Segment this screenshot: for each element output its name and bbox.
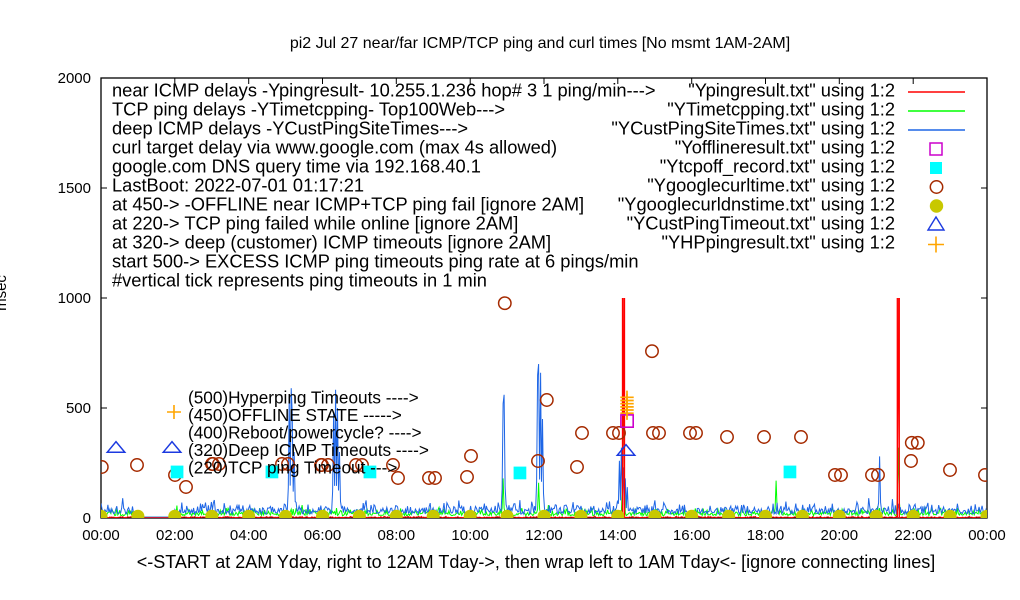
svg-text:1500: 1500 [58,180,91,197]
svg-text:google.com DNS query time via: google.com DNS query time via 192.168.40… [112,156,481,177]
svg-text:0: 0 [83,510,91,527]
svg-text:12:00: 12:00 [525,527,563,544]
svg-text:at 220-> TCP ping failed while: at 220-> TCP ping failed while online [i… [112,213,518,234]
svg-text:500: 500 [66,400,91,417]
svg-text:"Yofflineresult.txt" using 1:2: "Yofflineresult.txt" using 1:2 [675,137,895,158]
svg-text:22:00: 22:00 [894,527,932,544]
svg-text:LastBoot: 2022-07-01 01:17:21: LastBoot: 2022-07-01 01:17:21 [112,175,364,196]
svg-text:deep ICMP delays -YCustPingSit: deep ICMP delays -YCustPingSiteTimes---> [112,118,468,139]
svg-text:pi2 Jul 27 near/far ICMP/TCP: pi2 Jul 27 near/far ICMP/TCP ping and cu… [290,35,790,52]
svg-text:TCP ping delays -YTimetcpping-: TCP ping delays -YTimetcpping- Top100Web… [112,99,505,120]
svg-text:"YCustPingTimeout.txt" using 1: "YCustPingTimeout.txt" using 1:2 [627,213,895,234]
svg-text:"YCustPingSiteTimes.txt" using: "YCustPingSiteTimes.txt" using 1:2 [611,118,895,139]
svg-text:2000: 2000 [58,70,91,87]
svg-text:at 450-> -OFFLINE near ICMP+TC: at 450-> -OFFLINE near ICMP+TCP ping fai… [112,194,584,215]
svg-text:00:00: 00:00 [968,527,1006,544]
svg-text:20:00: 20:00 [821,527,859,544]
svg-text:06:00: 06:00 [304,527,342,544]
svg-text:<-START at 2AM Yday, right to: <-START at 2AM Yday, right to 12AM Tday-… [137,552,936,572]
svg-text:08:00: 08:00 [378,527,416,544]
svg-text:00:00: 00:00 [82,527,120,544]
svg-text:"Ygooglecurldnstime.txt" using: "Ygooglecurldnstime.txt" using 1:2 [618,194,895,215]
svg-text:"Ygooglecurltime.txt" using 1:: "Ygooglecurltime.txt" using 1:2 [647,175,895,196]
svg-text:18:00: 18:00 [747,527,785,544]
svg-text:"YTimetcpping.txt" using 1:2: "YTimetcpping.txt" using 1:2 [667,99,895,120]
svg-text:16:00: 16:00 [673,527,711,544]
svg-text:04:00: 04:00 [230,527,268,544]
svg-text:10:00: 10:00 [451,527,489,544]
svg-text:02:00: 02:00 [156,527,194,544]
svg-text:at 320-> deep (customer) ICMP: at 320-> deep (customer) ICMP timeouts [… [112,232,551,253]
svg-text:(220)TCP ping Timeout --->: (220)TCP ping Timeout ---> [188,458,397,478]
svg-text:start 500-> EXCESS ICMP ping t: start 500-> EXCESS ICMP ping timeouts pi… [112,251,639,272]
svg-text:near ICMP delays -Ypingresult-: near ICMP delays -Ypingresult- 10.255.1.… [112,80,656,101]
svg-text:1000: 1000 [58,290,91,307]
svg-text:#vertical tick represents ping: #vertical tick represents ping timeouts … [112,270,487,291]
svg-text:curl target delay via www.goog: curl target delay via www.google.com (ma… [112,137,557,158]
svg-text:14:00: 14:00 [599,527,637,544]
svg-text:"YHPpingresult.txt" using 1:2: "YHPpingresult.txt" using 1:2 [662,232,896,253]
svg-text:"Ypingresult.txt" using 1:2: "Ypingresult.txt" using 1:2 [688,80,895,101]
